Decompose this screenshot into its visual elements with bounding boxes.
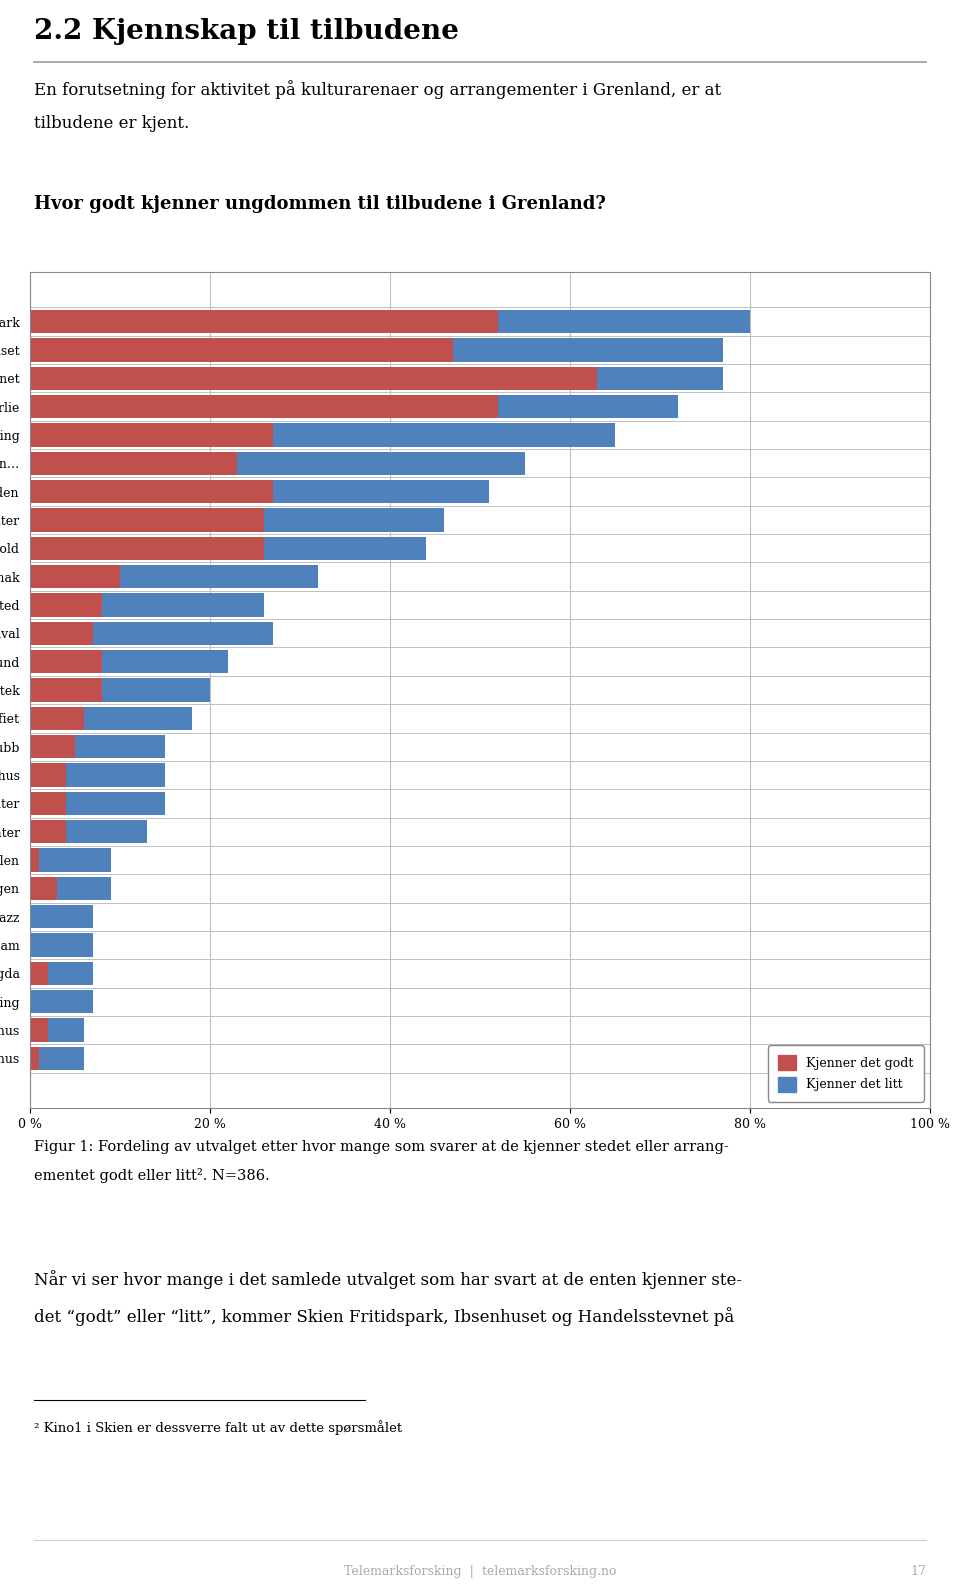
Text: Figur 1: Fordeling av utvalget etter hvor mange som svarer at de kjenner stedet : Figur 1: Fordeling av utvalget etter hvo… xyxy=(34,1140,729,1183)
Bar xyxy=(66,792,165,816)
Legend: Kjenner det godt, Kjenner det litt: Kjenner det godt, Kjenner det litt xyxy=(768,1045,924,1102)
Bar xyxy=(30,452,237,475)
Bar xyxy=(30,792,66,816)
Bar xyxy=(102,650,228,673)
Bar xyxy=(30,905,93,929)
Bar xyxy=(84,706,192,730)
Bar xyxy=(30,820,66,843)
Bar xyxy=(30,394,498,418)
Bar xyxy=(39,849,111,871)
Bar xyxy=(30,991,93,1013)
Bar xyxy=(30,763,66,787)
Bar xyxy=(30,480,273,504)
Text: Telemarksforsking  |  telemarksforsking.no: Telemarksforsking | telemarksforsking.no xyxy=(344,1565,616,1577)
Bar xyxy=(30,735,75,758)
Bar xyxy=(498,310,750,334)
Bar xyxy=(273,480,489,504)
Bar xyxy=(66,820,147,843)
Bar xyxy=(30,423,273,447)
Text: En forutsetning for aktivitet på kulturarenaer og arrangementer i Grenland, er a: En forutsetning for aktivitet på kultura… xyxy=(34,80,721,132)
Bar xyxy=(57,876,111,900)
Bar xyxy=(30,564,120,588)
Bar xyxy=(75,735,165,758)
Bar xyxy=(93,622,273,646)
Text: ² Kino1 i Skien er dessverre falt ut av dette spørsmålet: ² Kino1 i Skien er dessverre falt ut av … xyxy=(34,1420,401,1434)
Text: 17: 17 xyxy=(910,1565,926,1577)
Bar xyxy=(264,537,426,560)
Bar xyxy=(30,509,264,531)
Bar xyxy=(39,1046,84,1070)
Bar xyxy=(66,763,165,787)
Bar xyxy=(48,962,93,984)
Bar xyxy=(30,622,93,646)
Bar xyxy=(498,394,678,418)
Bar xyxy=(30,310,498,334)
Bar xyxy=(30,849,39,871)
Bar xyxy=(30,1019,48,1041)
Text: Når vi ser hvor mange i det samlede utvalget som har svart at de enten kjenner s: Når vi ser hvor mange i det samlede utva… xyxy=(34,1270,741,1326)
Bar xyxy=(30,593,102,617)
Bar xyxy=(30,339,453,361)
Bar xyxy=(273,423,615,447)
Bar xyxy=(48,1019,84,1041)
Bar xyxy=(597,367,723,390)
Text: 2.2 Kjennskap til tilbudene: 2.2 Kjennskap til tilbudene xyxy=(34,17,459,45)
Bar xyxy=(30,1046,39,1070)
Bar xyxy=(264,509,444,531)
Bar xyxy=(30,537,264,560)
Bar xyxy=(102,679,210,701)
Bar xyxy=(30,876,57,900)
Bar xyxy=(102,593,264,617)
Bar xyxy=(30,367,597,390)
Bar xyxy=(30,962,48,984)
Bar xyxy=(453,339,723,361)
Bar xyxy=(30,933,93,957)
Bar xyxy=(30,679,102,701)
Bar xyxy=(30,706,84,730)
Bar xyxy=(120,564,318,588)
Bar xyxy=(30,650,102,673)
Bar xyxy=(237,452,525,475)
Text: Hvor godt kjenner ungdommen til tilbudene i Grenland?: Hvor godt kjenner ungdommen til tilbuden… xyxy=(34,196,606,213)
